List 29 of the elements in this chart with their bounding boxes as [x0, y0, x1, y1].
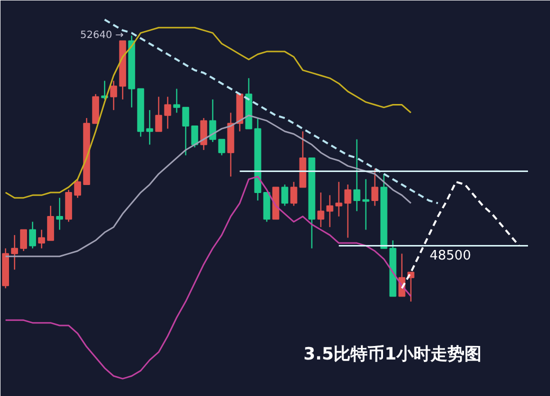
candlestick [56, 197, 64, 230]
candlestick [146, 109, 154, 146]
candlestick [209, 98, 216, 143]
candlestick [38, 229, 46, 249]
annotation: 52640 → [80, 30, 124, 42]
candlestick [191, 125, 198, 148]
candlestick [182, 106, 190, 156]
candlestick [290, 181, 298, 206]
candlestick [344, 184, 352, 238]
candlestick [110, 80, 118, 111]
candlestick [155, 96, 162, 132]
candlestick [335, 181, 342, 218]
candlestick [218, 138, 226, 156]
candlestick [20, 229, 28, 252]
candlestick [11, 234, 18, 270]
candlestick [173, 88, 180, 114]
candlestick [281, 184, 288, 206]
candlestick [74, 178, 82, 198]
annotation: 48500 [430, 248, 471, 264]
candlestick [362, 178, 370, 230]
candlestick [47, 205, 54, 241]
text: 3.5比特币1小时走势图 [304, 344, 482, 364]
candlestick [317, 192, 324, 228]
candlestick [353, 138, 360, 212]
candlestick [164, 96, 172, 130]
candlestick [29, 221, 36, 249]
candlestick [200, 117, 208, 151]
candlestick [371, 168, 378, 206]
candlestick [326, 194, 334, 228]
